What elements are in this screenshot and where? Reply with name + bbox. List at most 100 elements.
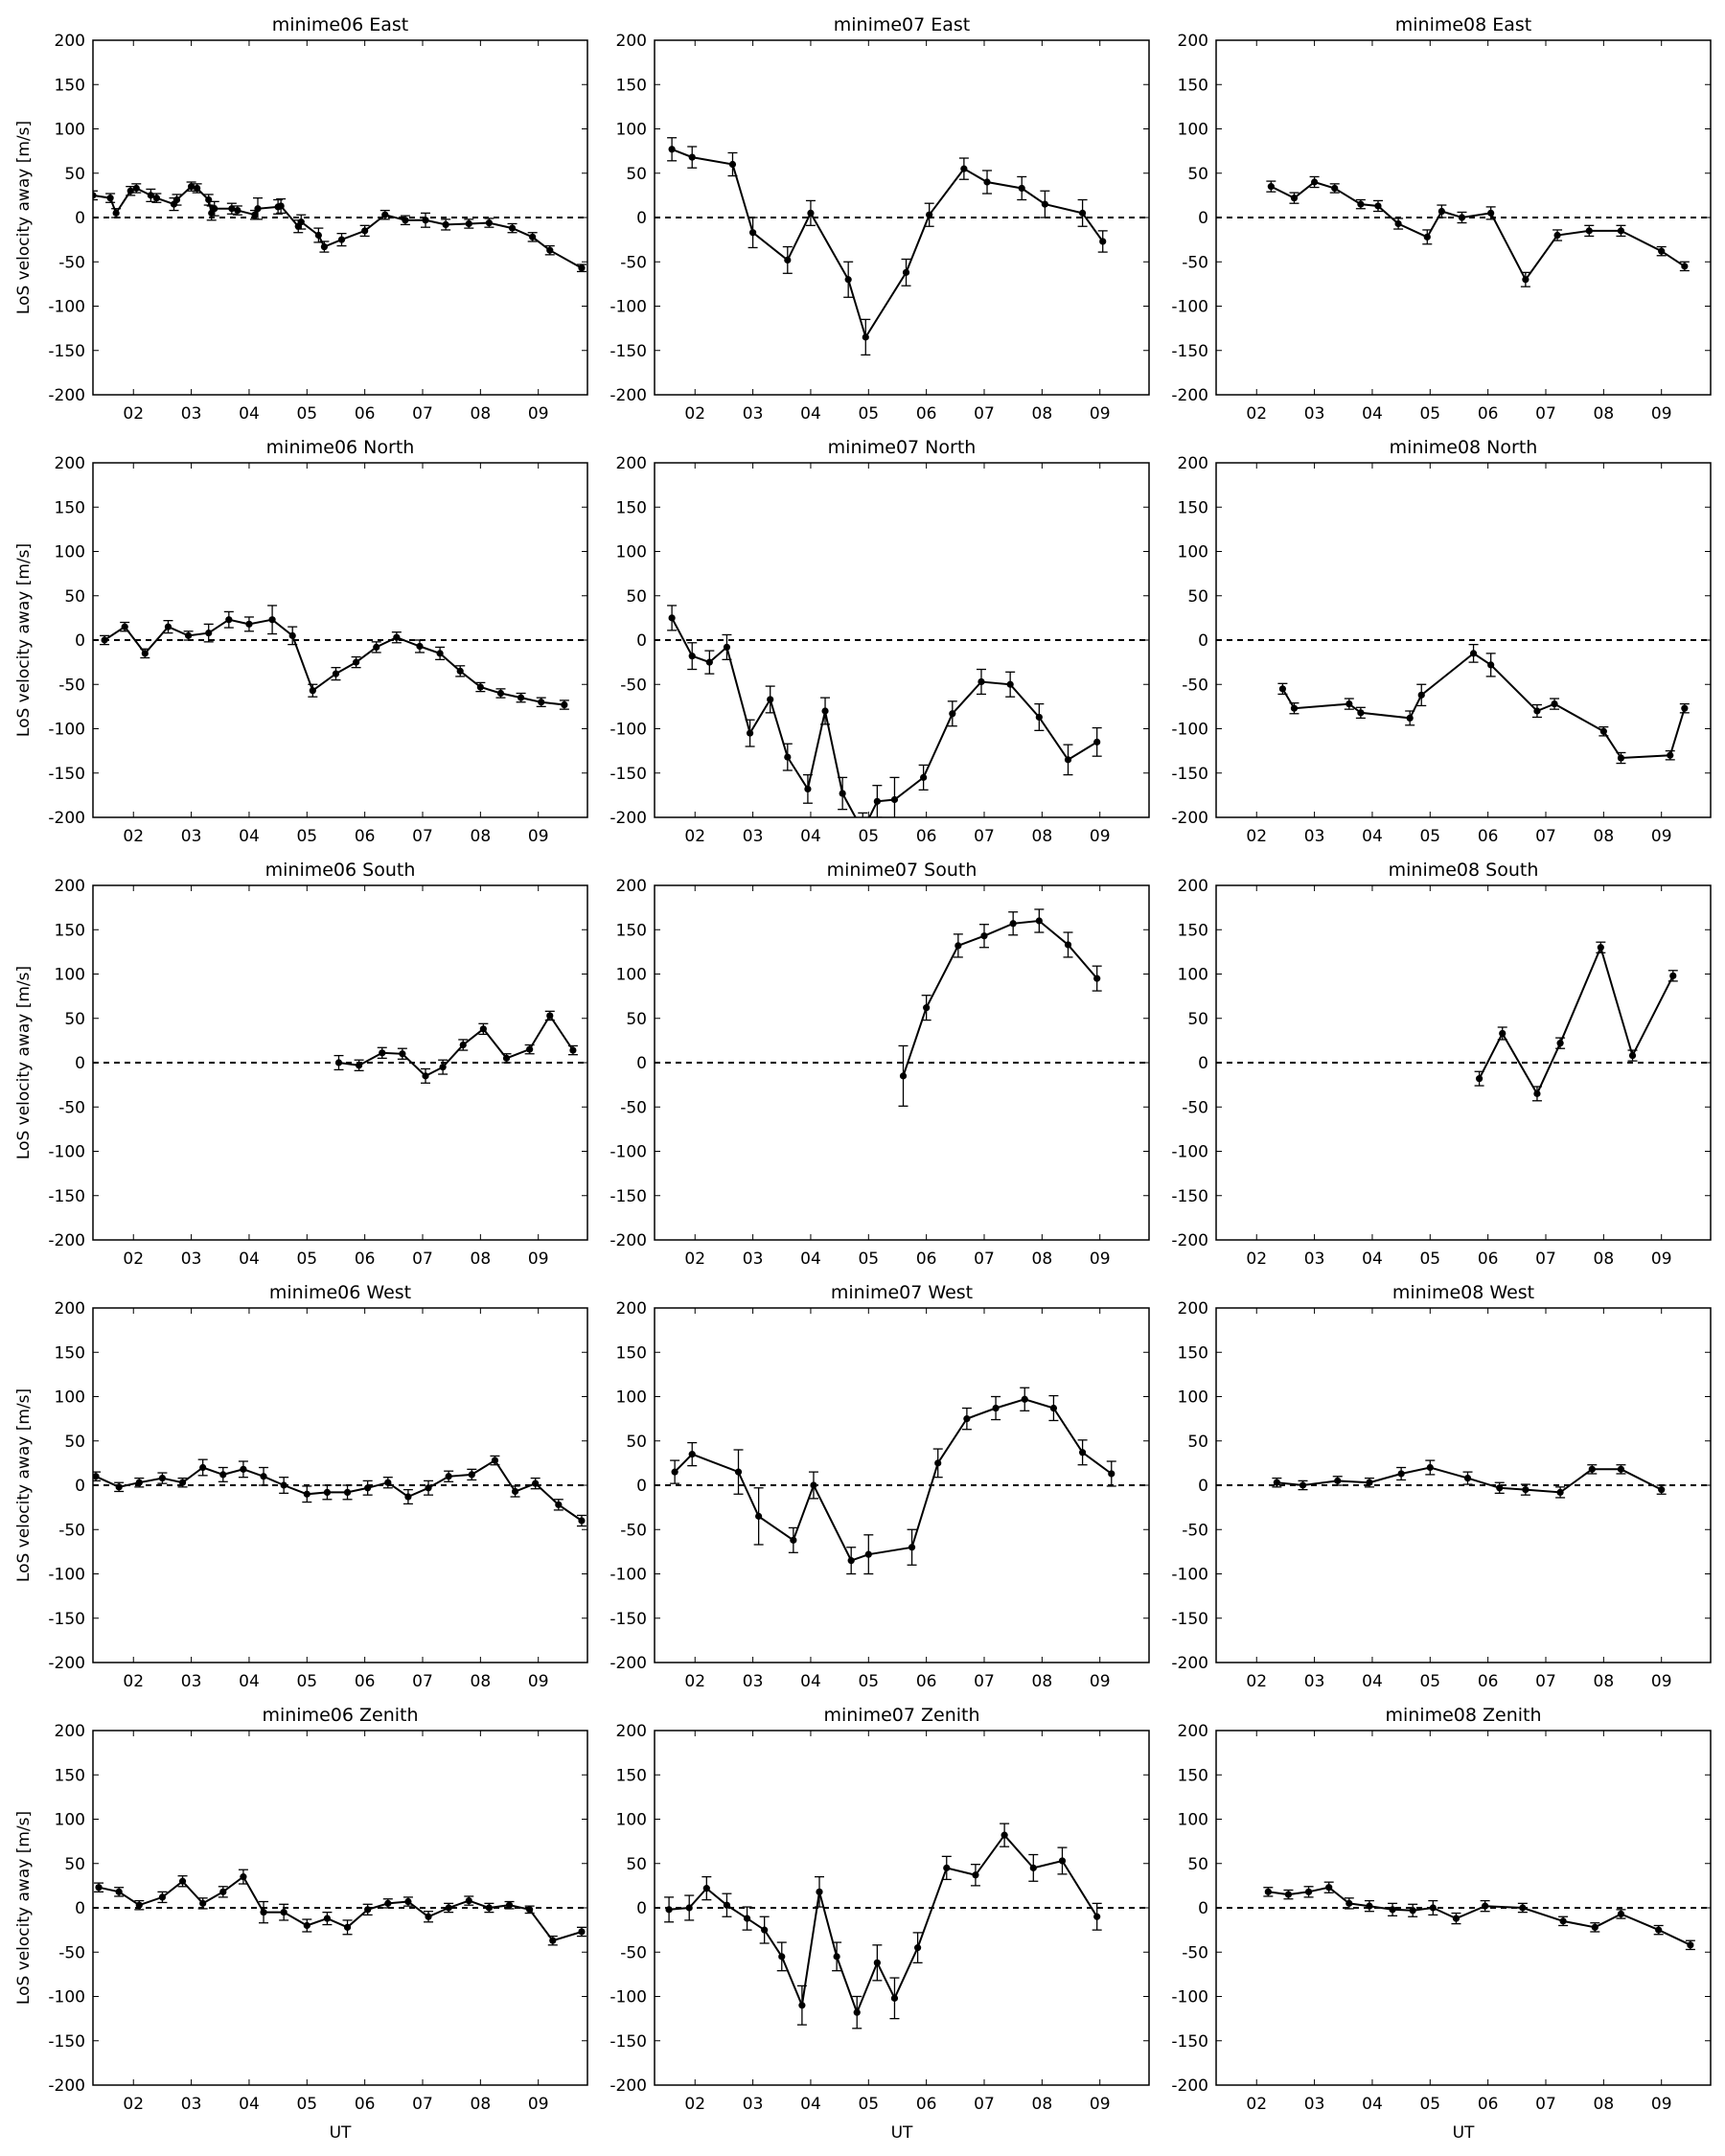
data-point	[251, 211, 259, 218]
x-tick-label: 02	[684, 2095, 705, 2114]
data-series	[334, 1010, 578, 1084]
y-tick-label: -50	[58, 1098, 85, 1117]
data-point	[810, 1481, 817, 1489]
data-point	[199, 1899, 207, 1907]
x-tick-label: 04	[1362, 827, 1383, 846]
data-point	[384, 1479, 392, 1486]
data-point	[456, 667, 464, 675]
x-tick-label: 04	[800, 1250, 821, 1269]
x-tick-label: 07	[412, 404, 433, 424]
data-point	[1290, 704, 1299, 712]
data-point	[844, 276, 852, 284]
data-point	[761, 1926, 769, 1934]
data-point	[135, 1479, 143, 1486]
data-point	[1556, 1488, 1564, 1496]
data-point	[1009, 920, 1017, 928]
y-tick-label: 150	[1178, 498, 1208, 517]
data-point	[303, 1921, 310, 1930]
x-tick-label: 07	[1535, 2095, 1556, 2114]
data-point	[569, 1046, 577, 1054]
data-point	[332, 670, 340, 677]
y-tick-label: -200	[610, 386, 647, 405]
data-point	[908, 1544, 916, 1551]
data-point	[178, 1479, 187, 1486]
data-point	[1346, 1899, 1353, 1907]
data-point	[954, 942, 962, 950]
y-tick-label: 0	[1198, 209, 1208, 228]
data-point	[665, 1906, 673, 1914]
x-tick-label: 05	[1419, 404, 1440, 424]
data-point	[555, 1501, 563, 1508]
data-point	[873, 1959, 881, 1966]
x-tick-label: 04	[1362, 1250, 1383, 1269]
x-tick-label: 04	[1362, 1672, 1383, 1691]
data-point	[702, 1885, 710, 1892]
data-point	[280, 1481, 288, 1489]
data-point	[899, 1072, 908, 1080]
data-point	[853, 2008, 861, 2016]
y-tick-label: 150	[616, 498, 647, 517]
data-point	[93, 192, 97, 199]
data-point	[1423, 233, 1431, 241]
y-tick-label: 50	[1187, 587, 1208, 607]
y-tick-label: 100	[616, 121, 647, 140]
x-tick-label: 08	[1594, 2095, 1615, 2114]
data-point	[816, 1888, 823, 1895]
y-tick-label: 50	[1187, 1433, 1208, 1452]
x-tick-label: 06	[1478, 404, 1499, 424]
x-axis-label-col3: UT	[1453, 2123, 1475, 2143]
subplot-title: minime07 West	[831, 1282, 973, 1303]
data-point	[864, 1550, 872, 1558]
data-series	[100, 605, 569, 710]
y-tick-label: 50	[64, 1855, 85, 1874]
data-point	[1035, 713, 1043, 722]
y-tick-label: 100	[616, 1811, 647, 1830]
y-tick-label: 0	[636, 631, 647, 651]
y-tick-label: 150	[1178, 1766, 1208, 1785]
y-tick-label: 150	[616, 1766, 647, 1785]
data-point	[1591, 1923, 1598, 1931]
data-point	[1290, 195, 1299, 202]
data-point	[1018, 184, 1025, 193]
subplot-title: minime07 Zenith	[823, 1705, 979, 1726]
x-tick-label: 06	[355, 404, 376, 424]
data-point	[972, 1871, 979, 1879]
data-point	[496, 689, 505, 698]
x-tick-label: 07	[412, 1672, 433, 1691]
data-point	[334, 1059, 343, 1067]
y-tick-label: 200	[1178, 32, 1208, 51]
y-axis-label: LoS velocity away [m/s]	[14, 1388, 34, 1582]
data-point	[538, 699, 545, 706]
data-point	[839, 790, 846, 797]
data-point	[668, 146, 676, 153]
x-tick-label: 03	[1304, 2095, 1325, 2114]
data-point	[384, 1899, 392, 1907]
data-point	[1394, 219, 1402, 228]
subplot-6: minime06 South-200-150-100-5005010015020…	[14, 860, 588, 1269]
y-tick-label: -50	[620, 253, 647, 272]
data-point	[1469, 650, 1478, 657]
x-tick-label: 05	[1419, 1672, 1440, 1691]
x-tick-label: 04	[239, 2095, 260, 2114]
data-point	[920, 773, 928, 781]
data-point	[187, 183, 196, 191]
data-point	[476, 683, 484, 691]
data-point	[277, 202, 285, 210]
y-tick-label: 50	[626, 587, 647, 607]
x-tick-label: 02	[123, 404, 144, 424]
data-point	[1078, 209, 1087, 217]
data-point	[1429, 1904, 1437, 1912]
x-tick-label: 05	[296, 827, 317, 846]
data-point	[199, 1463, 207, 1472]
y-tick-label: -100	[48, 1566, 85, 1585]
x-tick-label: 02	[1246, 2095, 1267, 2114]
subplot-title: minime08 North	[1390, 437, 1538, 458]
data-point	[790, 1536, 797, 1544]
data-point	[1522, 1486, 1530, 1494]
data-point	[132, 184, 140, 193]
data-point	[445, 1473, 452, 1480]
y-tick-label: 0	[1198, 631, 1208, 651]
data-point	[1475, 1075, 1484, 1083]
data-point	[723, 1901, 731, 1909]
x-tick-label: 09	[528, 1250, 549, 1269]
